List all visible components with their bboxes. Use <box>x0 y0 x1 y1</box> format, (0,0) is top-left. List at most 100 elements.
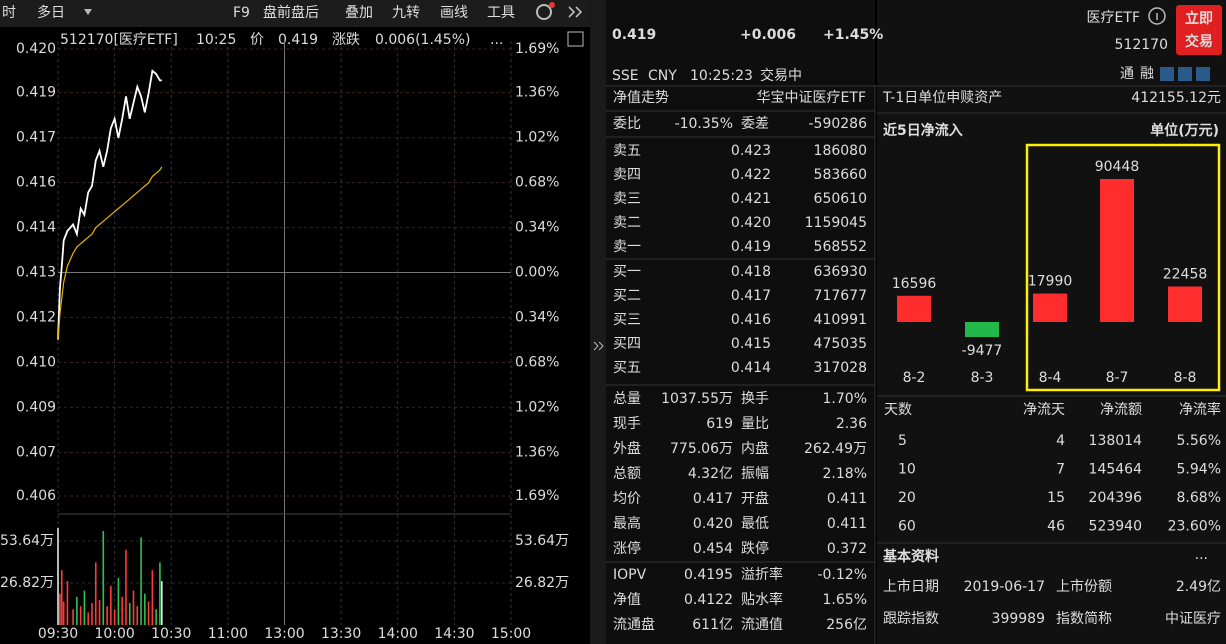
toolbar-button[interactable]: F9 <box>233 5 250 21</box>
stat-value: 0.411 <box>827 491 867 507</box>
volume-bar <box>161 581 163 625</box>
y-tick-label: 0.412 <box>16 309 56 325</box>
flow-bar <box>1100 179 1134 322</box>
volume-bar <box>128 603 131 625</box>
quote-time: 10:25:23 <box>690 68 753 84</box>
info-icon[interactable] <box>1148 7 1166 25</box>
collapse-icon[interactable] <box>593 341 604 351</box>
stat-label: 内盘 <box>741 440 769 457</box>
trade-button-label[interactable]: 交易 <box>1185 33 1213 50</box>
volume-bar <box>91 603 93 625</box>
edit-icon[interactable] <box>1196 67 1210 81</box>
section-title: 基本资料 <box>883 548 939 565</box>
edit-icon[interactable] <box>1178 67 1192 81</box>
info-label: 上市日期 <box>883 578 939 595</box>
x-tick-label: 10:30 <box>151 626 191 642</box>
volume-bar <box>151 570 154 625</box>
volume-bar <box>87 612 89 625</box>
book-level: 买五 <box>613 360 641 376</box>
trade-status: 交易中 <box>760 67 802 84</box>
volume-bar <box>98 599 101 625</box>
stat-value: 262.49万 <box>804 441 867 457</box>
stat-value: 1037.55万 <box>661 391 733 407</box>
nav-chart-link[interactable]: 净值走势 <box>613 90 669 106</box>
layout-icon[interactable] <box>567 31 584 47</box>
flow-value-label: 17990 <box>1028 274 1073 290</box>
x-tick-label: 09:30 <box>38 626 78 642</box>
label: 委差 <box>741 116 769 132</box>
y2-tick-label: 0.34% <box>515 309 559 325</box>
y2-tick-label: 0.34% <box>515 220 559 236</box>
table-cell: 8.68% <box>1177 490 1221 506</box>
badge: 通 <box>1120 66 1134 82</box>
table-cell: 20 <box>898 490 916 506</box>
index-name: 华宝中证医疗ETF <box>757 90 866 106</box>
edit-icon[interactable] <box>1160 67 1174 81</box>
price-value: 0.419 <box>278 32 318 48</box>
toolbar-button[interactable]: 九转 <box>392 5 420 21</box>
table-cell: 15 <box>1047 490 1065 506</box>
currency: CNY <box>648 68 677 84</box>
flow-bar <box>1168 286 1202 322</box>
stat-label: 最高 <box>613 515 641 532</box>
book-price: 0.414 <box>731 360 771 376</box>
value: 412155.12元 <box>1131 90 1221 106</box>
toolbar-button[interactable]: 盘前盘后 <box>263 4 319 21</box>
y-tick-label: 0.410 <box>16 354 56 370</box>
price-line <box>57 69 162 340</box>
badge: 融 <box>1140 66 1154 82</box>
y-tick-label: 0.406 <box>16 488 56 504</box>
book-level: 卖一 <box>613 239 641 255</box>
volume-bar <box>110 585 112 625</box>
trade-button-label[interactable]: 立即 <box>1185 10 1213 27</box>
change-label: 涨跌 <box>332 32 360 48</box>
value: -10.35% <box>675 116 733 132</box>
volume-tick-label: 53.64万 <box>515 533 569 549</box>
volume-bar <box>83 590 86 625</box>
volume-bar <box>60 570 63 625</box>
security-name: 512170[医疗ETF] <box>60 32 178 48</box>
book-volume: 186080 <box>814 143 867 159</box>
x-tick-label: 10:00 <box>94 626 134 642</box>
flow-bar <box>1033 293 1067 322</box>
expand-icon[interactable] <box>568 6 583 18</box>
toolbar <box>0 0 590 27</box>
table-cell: 523940 <box>1089 519 1142 535</box>
stat-label: IOPV <box>613 567 647 583</box>
x-tick-label: 13:00 <box>264 626 304 642</box>
dropdown-icon[interactable] <box>84 9 92 15</box>
table-header: 天数 <box>884 402 912 418</box>
table-cell: 4 <box>1056 433 1065 449</box>
stat-label: 均价 <box>613 491 641 507</box>
stat-label: 总额 <box>613 466 641 482</box>
chart-time: 10:25 <box>196 32 236 48</box>
x-tick-label: 11:00 <box>208 626 248 642</box>
book-price: 0.417 <box>731 288 771 304</box>
stat-label: 最低 <box>741 516 769 532</box>
toolbar-button[interactable]: 工具 <box>487 5 515 21</box>
volume-bar <box>113 609 116 625</box>
flow-category: 8-2 <box>903 370 926 386</box>
last-price: 0.419 <box>612 27 656 43</box>
toolbar-button[interactable]: 时 <box>2 5 16 21</box>
toolbar-button[interactable]: 叠加 <box>345 5 373 21</box>
book-level: 买一 <box>613 264 641 280</box>
book-price: 0.423 <box>731 143 771 159</box>
more: ... <box>490 32 503 48</box>
table-header: 净流率 <box>1179 401 1221 418</box>
volume-bar <box>76 596 78 625</box>
toolbar-button[interactable]: 画线 <box>440 5 468 21</box>
volume-tick-label: 53.64万 <box>0 533 54 549</box>
stat-value: -0.12% <box>817 567 867 583</box>
stat-value: 775.06万 <box>670 441 733 457</box>
volume-bar <box>79 606 82 625</box>
toolbar-button[interactable]: 多日 <box>37 4 65 21</box>
section-title: 近5日净流入 <box>883 122 963 139</box>
table-header: 净流天 <box>1023 402 1065 418</box>
info-label: 指数简称 <box>1056 610 1112 627</box>
book-price: 0.420 <box>731 215 771 231</box>
more[interactable]: ... <box>1195 547 1208 563</box>
y2-tick-label: 1.02% <box>515 130 559 146</box>
trade-button[interactable] <box>1176 5 1222 55</box>
settings-icon[interactable] <box>536 4 552 20</box>
